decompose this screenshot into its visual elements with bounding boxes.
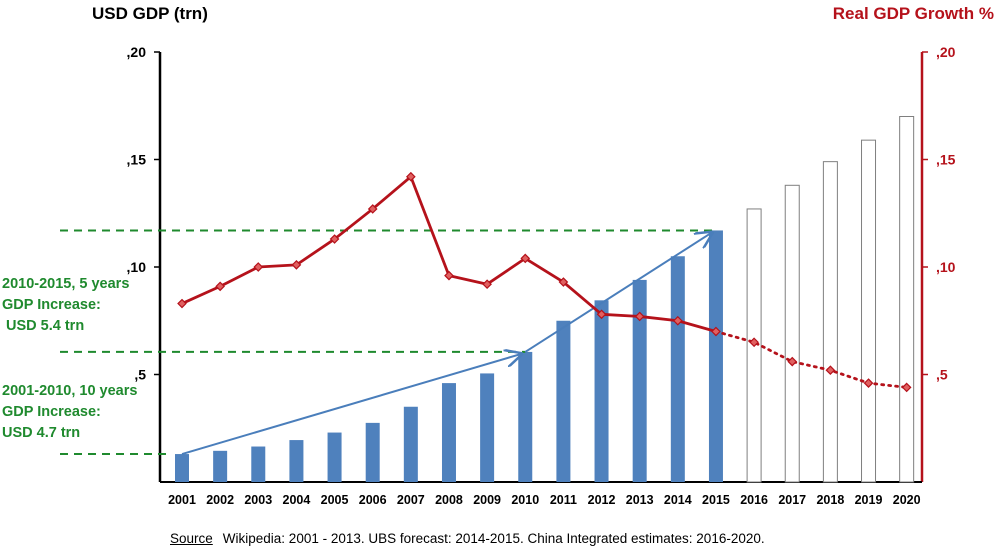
source-label: Source bbox=[170, 531, 213, 546]
annotation-2010-2015: 2010-2015, 5 years GDP Increase: USD 5.4 … bbox=[2, 274, 129, 337]
growth-point bbox=[711, 326, 721, 337]
annotation-line: USD 5.4 trn bbox=[2, 318, 85, 334]
right-axis-tick-label: ,15 bbox=[936, 152, 956, 168]
gdp-bar bbox=[632, 279, 647, 482]
gdp-bar bbox=[594, 300, 609, 482]
growth-point bbox=[520, 253, 531, 264]
annotation-line: GDP Increase: bbox=[2, 297, 101, 313]
arrow-2010-2015 bbox=[524, 232, 712, 353]
x-axis-tick-label: 2016 bbox=[740, 493, 768, 507]
right-axis-tick-label: ,5 bbox=[936, 367, 948, 383]
growth-point bbox=[596, 309, 607, 320]
gdp-bar-forecast bbox=[861, 139, 877, 483]
x-axis-tick-label: 2013 bbox=[626, 493, 654, 507]
growth-point bbox=[634, 311, 645, 322]
x-axis-tick-label: 2012 bbox=[588, 493, 616, 507]
growth-point bbox=[444, 270, 454, 281]
growth-point bbox=[253, 262, 264, 272]
source-note: Source Wikipedia: 2001 - 2013. UBS foreca… bbox=[170, 531, 765, 546]
left-axis-tick-label: ,10 bbox=[127, 259, 147, 275]
growth-point bbox=[291, 260, 302, 270]
growth-point bbox=[901, 382, 912, 393]
growth-point bbox=[177, 298, 187, 309]
growth-point bbox=[367, 204, 378, 214]
x-axis-tick-label: 2002 bbox=[206, 493, 234, 507]
x-axis-tick-label: 2006 bbox=[359, 493, 387, 507]
gdp-bar bbox=[365, 422, 380, 482]
x-axis-tick-label: 2003 bbox=[244, 493, 272, 507]
gdp-bar bbox=[251, 446, 266, 482]
growth-point bbox=[329, 234, 340, 244]
gdp-bar bbox=[708, 230, 723, 482]
growth-point bbox=[825, 365, 836, 376]
gdp-bar bbox=[403, 406, 418, 482]
annotation-2001-2010: 2001-2010, 10 years GDP Increase: USD 4.7 … bbox=[2, 381, 137, 444]
x-axis-tick-label: 2011 bbox=[550, 493, 577, 507]
growth-line-forecast bbox=[714, 330, 909, 389]
x-axis-tick-label: 2008 bbox=[435, 493, 463, 507]
x-axis-tick-label: 2001 bbox=[168, 493, 196, 507]
x-axis-tick-label: 2009 bbox=[473, 493, 501, 507]
right-axis-tick-label: ,20 bbox=[936, 44, 956, 60]
gdp-bar-forecast bbox=[822, 161, 838, 483]
x-axis-tick-label: 2014 bbox=[664, 493, 692, 507]
growth-point bbox=[672, 315, 683, 326]
gdp-bar bbox=[670, 256, 685, 482]
gdp-bar-forecast bbox=[899, 116, 915, 483]
x-axis-tick-label: 2010 bbox=[511, 493, 539, 507]
gdp-bar bbox=[480, 373, 495, 482]
gdp-bar bbox=[289, 440, 304, 482]
x-axis-tick-label: 2017 bbox=[778, 493, 806, 507]
growth-point bbox=[787, 356, 798, 367]
x-axis-tick-label: 2019 bbox=[855, 493, 883, 507]
growth-point bbox=[482, 279, 492, 290]
x-axis-tick-label: 2015 bbox=[702, 493, 730, 507]
left-axis-tick-label: ,5 bbox=[134, 367, 146, 383]
annotation-line: 2010-2015, 5 years bbox=[2, 276, 130, 292]
growth-point bbox=[863, 378, 874, 388]
gdp-bar-forecast bbox=[784, 184, 800, 483]
gdp-bar bbox=[213, 450, 228, 482]
left-axis-tick-label: ,15 bbox=[127, 152, 147, 168]
gdp-bar bbox=[441, 383, 456, 482]
gdp-bar bbox=[327, 432, 342, 482]
growth-point bbox=[749, 337, 759, 348]
growth-point bbox=[405, 171, 416, 182]
annotation-line: GDP Increase: bbox=[2, 404, 101, 420]
left-axis-tick-label: ,20 bbox=[127, 44, 147, 60]
gdp-bar bbox=[556, 320, 571, 482]
left-axis-title: USD GDP (trn) bbox=[92, 4, 208, 23]
x-axis-tick-label: 2020 bbox=[893, 493, 921, 507]
source-text: Wikipedia: 2001 - 2013. UBS forecast: 20… bbox=[222, 531, 765, 546]
x-axis-tick-label: 2005 bbox=[321, 493, 349, 507]
right-axis-title: Real GDP Growth % bbox=[832, 4, 994, 23]
x-axis-tick-label: 2018 bbox=[816, 493, 844, 507]
gdp-bar bbox=[175, 454, 189, 482]
annotation-line: USD 4.7 trn bbox=[2, 425, 81, 441]
annotation-line: 2001-2010, 10 years bbox=[2, 383, 138, 399]
growth-point bbox=[558, 277, 569, 287]
right-axis-tick-label: ,10 bbox=[936, 259, 956, 275]
arrow-2001-2010 bbox=[181, 354, 521, 456]
x-axis-tick-label: 2004 bbox=[283, 493, 311, 507]
growth-point bbox=[215, 281, 225, 292]
gdp-bar bbox=[518, 351, 533, 482]
x-axis-tick-label: 2007 bbox=[397, 493, 425, 507]
